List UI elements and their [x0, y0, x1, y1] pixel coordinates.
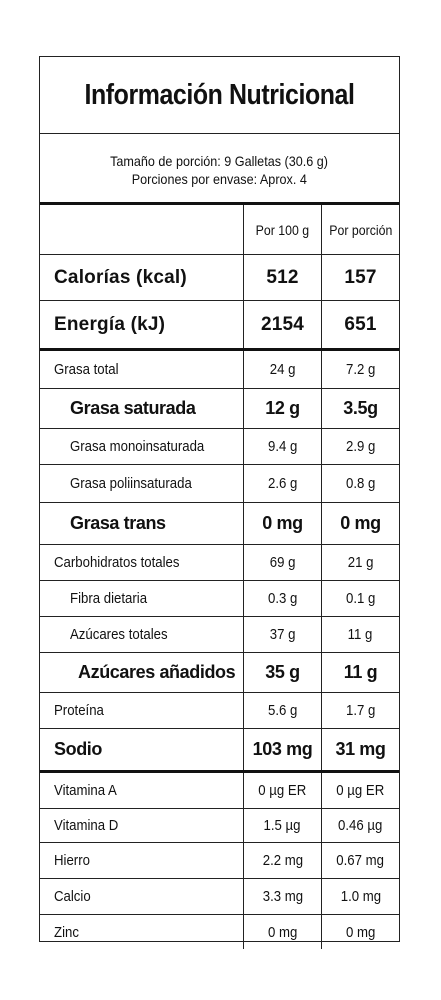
nutrient-name: Proteína	[54, 702, 104, 719]
table-row: Calorías (kcal) 512 157	[40, 255, 399, 301]
table-row: Grasa trans 0 mg 0 mg	[40, 503, 399, 545]
serving-size: Tamaño de porción: 9 Galletas (30.6 g)	[110, 152, 329, 169]
value-per-serving: 651	[344, 313, 377, 335]
value-per-100g: 5.6 g	[267, 702, 298, 719]
nutrient-name: Carbohidratos totales	[54, 554, 180, 571]
nutrient-name: Vitamina A	[54, 782, 117, 799]
nutrient-name: Zinc	[54, 923, 79, 941]
value-per-100g: 24 g	[269, 361, 296, 378]
value-per-100g: 37 g	[269, 626, 296, 643]
label-title: Información Nutricional	[84, 78, 355, 111]
value-per-serving: 0.67 mg	[336, 852, 385, 869]
value-per-100g: 3.3 mg	[262, 888, 303, 905]
table-row: Grasa poliinsaturada 2.6 g 0.8 g	[40, 465, 399, 503]
value-per-100g: 0 mg	[267, 923, 298, 941]
value-per-100g: 512	[244, 255, 322, 300]
nutrient-name: Grasa saturada	[40, 389, 244, 428]
table-row: Hierro 2.2 mg 0.67 mg	[40, 843, 399, 879]
value-per-serving: 0 µg ER	[336, 782, 385, 799]
value-per-100g: 69 g	[269, 554, 296, 571]
table-row: Azúcares totales 37 g 11 g	[40, 617, 399, 653]
value-per-100g: 1.5 µg	[264, 817, 301, 834]
table-row: Zinc 0 mg 0 mg	[40, 915, 399, 949]
nutrition-facts-label: Información Nutricional Tamaño de porció…	[39, 56, 400, 949]
nutrient-name: Sodio	[40, 729, 244, 770]
nutrient-name: Grasa trans	[40, 503, 244, 544]
value-per-100g: 0.3 g	[267, 590, 298, 607]
value-per-serving: 7.2 g	[345, 361, 376, 378]
value-per-100g: 0 µg ER	[258, 782, 307, 799]
servings-per-container: Porciones por envase: Aprox. 4	[131, 170, 308, 187]
table-row: Grasa monoinsaturada 9.4 g 2.9 g	[40, 429, 399, 465]
nutrient-name: Hierro	[54, 852, 90, 869]
nutrient-name: Calcio	[54, 888, 91, 905]
value-per-serving: 157	[344, 266, 377, 288]
value-per-serving: 1.0 mg	[340, 888, 381, 905]
value-per-100g: 0 mg	[244, 503, 322, 544]
table-row: Azúcares añadidos 35 g 11 g	[40, 653, 399, 693]
value-per-serving: 21 g	[347, 554, 374, 571]
value-per-serving: 0.8 g	[345, 475, 376, 492]
value-per-100g: 35 g	[244, 653, 322, 692]
value-per-100g: 2154	[244, 301, 322, 348]
table-row: Grasa total 24 g 7.2 g	[40, 351, 399, 389]
value-per-100g: 12 g	[244, 389, 322, 428]
table-row: Carbohidratos totales 69 g 21 g	[40, 545, 399, 581]
nutrient-name: Vitamina D	[54, 817, 119, 834]
nutrient-name: Grasa monoinsaturada	[70, 438, 205, 455]
header-per-100g: Por 100 g	[255, 221, 310, 238]
nutrient-name: Grasa total	[54, 361, 119, 378]
value-per-serving: 0.46 µg	[338, 817, 383, 834]
value-per-100g: 2.2 mg	[262, 852, 303, 869]
nutrient-name: Fibra dietaria	[70, 590, 148, 607]
value-per-serving: 3.5g	[343, 398, 378, 418]
nutrient-name: Calorías (kcal)	[40, 255, 244, 300]
value-per-serving: 1.7 g	[345, 702, 376, 719]
value-per-serving: 0.1 g	[345, 590, 376, 607]
value-per-100g: 103 mg	[244, 729, 322, 770]
header-per-serving: Por porción	[328, 221, 393, 238]
value-per-serving: 11 g	[343, 662, 378, 682]
value-per-serving: 2.9 g	[345, 438, 376, 455]
serving-info: Tamaño de porción: 9 Galletas (30.6 g) P…	[40, 133, 399, 205]
table-header-row: Por 100 g Por porción	[40, 205, 399, 255]
value-per-serving: 0 mg	[340, 513, 381, 533]
nutrient-name: Azúcares añadidos	[40, 653, 244, 692]
nutrient-name: Grasa poliinsaturada	[70, 475, 192, 492]
table-row: Grasa saturada 12 g 3.5g	[40, 389, 399, 429]
table-row: Fibra dietaria 0.3 g 0.1 g	[40, 581, 399, 617]
value-per-100g: 9.4 g	[267, 438, 298, 455]
nutrient-name: Azúcares totales	[70, 626, 168, 643]
table-row: Proteína 5.6 g 1.7 g	[40, 693, 399, 729]
value-per-serving: 0 mg	[345, 923, 376, 941]
table-row: Calcio 3.3 mg 1.0 mg	[40, 879, 399, 915]
nutrient-name: Energía (kJ)	[40, 301, 244, 348]
header-blank	[40, 205, 244, 254]
table-row: Energía (kJ) 2154 651	[40, 301, 399, 351]
value-per-serving: 11 g	[348, 626, 373, 643]
table-row: Vitamina A 0 µg ER 0 µg ER	[40, 773, 399, 809]
table-row: Vitamina D 1.5 µg 0.46 µg	[40, 809, 399, 843]
value-per-serving: 31 mg	[335, 739, 386, 759]
table-row: Sodio 103 mg 31 mg	[40, 729, 399, 773]
nutrient-table: Por 100 g Por porción Calorías (kcal) 51…	[40, 202, 399, 949]
value-per-100g: 2.6 g	[267, 475, 298, 492]
